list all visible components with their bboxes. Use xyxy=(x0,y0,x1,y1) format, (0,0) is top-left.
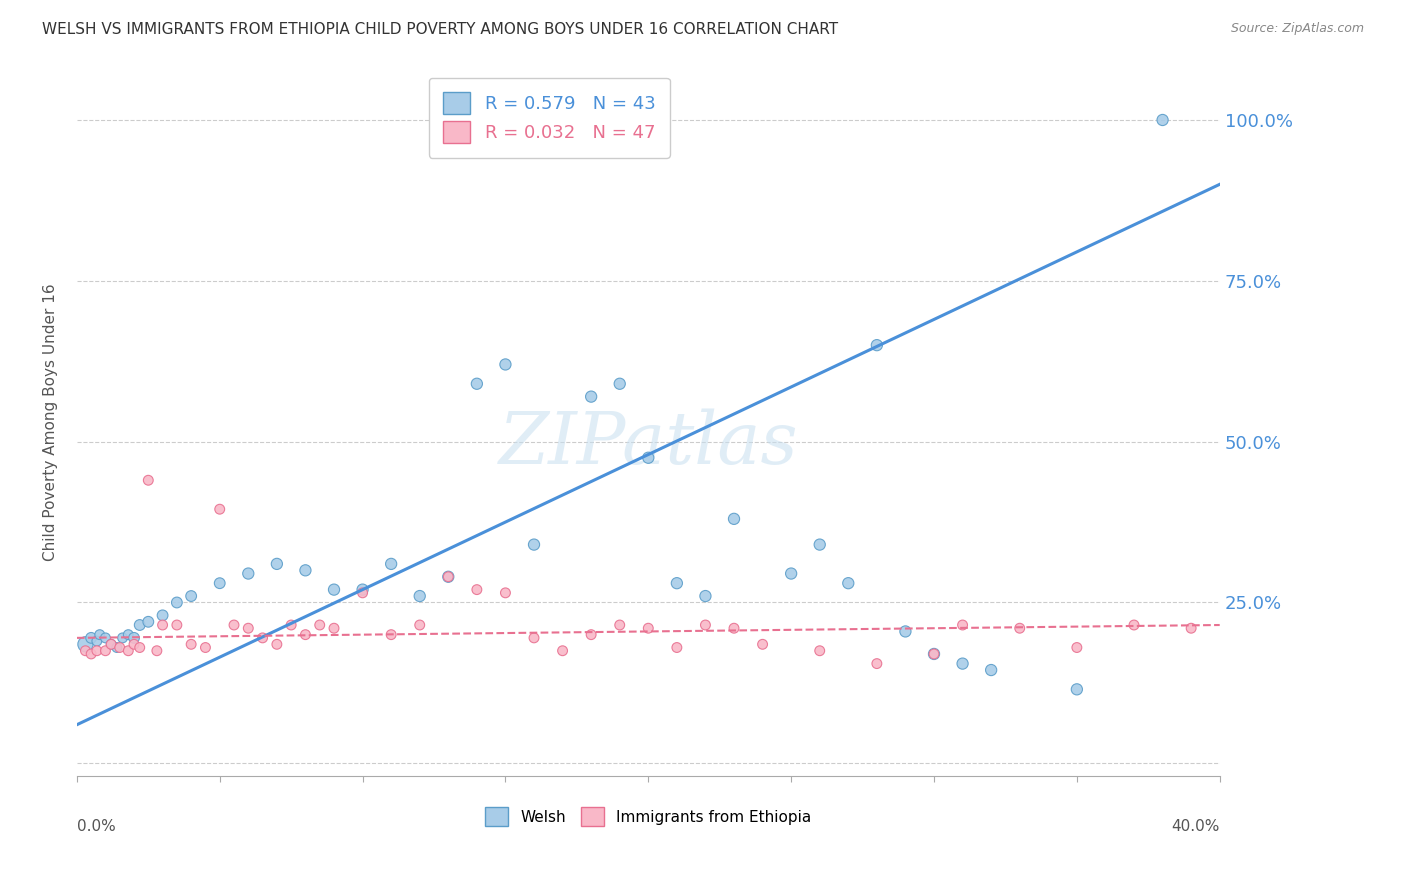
Point xyxy=(100,637,122,651)
Point xyxy=(80,631,103,645)
Point xyxy=(111,631,134,645)
Point xyxy=(208,502,231,516)
Point xyxy=(1180,621,1202,635)
Point xyxy=(80,647,103,661)
Point xyxy=(122,631,145,645)
Point xyxy=(723,621,745,635)
Point xyxy=(352,582,374,597)
Point xyxy=(308,618,330,632)
Point xyxy=(280,618,302,632)
Point xyxy=(89,627,111,641)
Point xyxy=(409,618,432,632)
Point xyxy=(94,644,117,658)
Text: 40.0%: 40.0% xyxy=(1171,819,1220,834)
Point xyxy=(494,586,516,600)
Point xyxy=(579,627,602,641)
Point xyxy=(194,640,217,655)
Point xyxy=(1123,618,1146,632)
Text: ZIPatlas: ZIPatlas xyxy=(499,409,799,479)
Point xyxy=(294,627,316,641)
Point xyxy=(523,538,546,552)
Point xyxy=(152,618,174,632)
Point xyxy=(437,570,460,584)
Point xyxy=(117,627,139,641)
Point xyxy=(437,570,460,584)
Point xyxy=(1066,682,1088,697)
Point xyxy=(637,450,659,465)
Text: 0.0%: 0.0% xyxy=(77,819,115,834)
Point xyxy=(922,647,945,661)
Point xyxy=(222,618,245,632)
Point xyxy=(465,376,488,391)
Point xyxy=(837,576,859,591)
Text: Source: ZipAtlas.com: Source: ZipAtlas.com xyxy=(1230,22,1364,36)
Point xyxy=(323,582,346,597)
Point xyxy=(922,647,945,661)
Legend: Welsh, Immigrants from Ethiopia: Welsh, Immigrants from Ethiopia xyxy=(479,801,818,832)
Y-axis label: Child Poverty Among Boys Under 16: Child Poverty Among Boys Under 16 xyxy=(44,284,58,561)
Point xyxy=(122,637,145,651)
Point xyxy=(146,644,169,658)
Point xyxy=(180,637,202,651)
Point xyxy=(866,657,889,671)
Point xyxy=(94,631,117,645)
Point xyxy=(323,621,346,635)
Point xyxy=(980,663,1002,677)
Point xyxy=(266,637,288,651)
Point xyxy=(780,566,803,581)
Point xyxy=(723,512,745,526)
Point xyxy=(952,618,974,632)
Point xyxy=(695,618,717,632)
Point xyxy=(117,644,139,658)
Point xyxy=(294,563,316,577)
Point xyxy=(609,376,631,391)
Point xyxy=(128,618,150,632)
Point xyxy=(86,634,108,648)
Point xyxy=(523,631,546,645)
Point xyxy=(1066,640,1088,655)
Point xyxy=(105,640,128,655)
Point xyxy=(266,557,288,571)
Point xyxy=(1008,621,1031,635)
Point xyxy=(551,644,574,658)
Point xyxy=(75,637,97,651)
Point xyxy=(695,589,717,603)
Point xyxy=(208,576,231,591)
Point xyxy=(86,644,108,658)
Point xyxy=(166,618,188,632)
Point xyxy=(108,640,131,655)
Point xyxy=(808,538,831,552)
Point xyxy=(751,637,773,651)
Point xyxy=(409,589,432,603)
Point xyxy=(252,631,274,645)
Point xyxy=(128,640,150,655)
Point xyxy=(637,621,659,635)
Point xyxy=(1152,113,1174,128)
Point xyxy=(665,640,688,655)
Point xyxy=(380,627,402,641)
Point xyxy=(579,390,602,404)
Point xyxy=(894,624,917,639)
Point xyxy=(609,618,631,632)
Point xyxy=(238,621,260,635)
Point xyxy=(808,644,831,658)
Point xyxy=(136,473,159,487)
Point xyxy=(494,358,516,372)
Point xyxy=(866,338,889,352)
Point xyxy=(166,595,188,609)
Point xyxy=(952,657,974,671)
Point xyxy=(665,576,688,591)
Point xyxy=(238,566,260,581)
Point xyxy=(75,644,97,658)
Point xyxy=(180,589,202,603)
Point xyxy=(100,637,122,651)
Text: WELSH VS IMMIGRANTS FROM ETHIOPIA CHILD POVERTY AMONG BOYS UNDER 16 CORRELATION : WELSH VS IMMIGRANTS FROM ETHIOPIA CHILD … xyxy=(42,22,838,37)
Point xyxy=(380,557,402,571)
Point xyxy=(352,586,374,600)
Point xyxy=(152,608,174,623)
Point xyxy=(136,615,159,629)
Point xyxy=(465,582,488,597)
